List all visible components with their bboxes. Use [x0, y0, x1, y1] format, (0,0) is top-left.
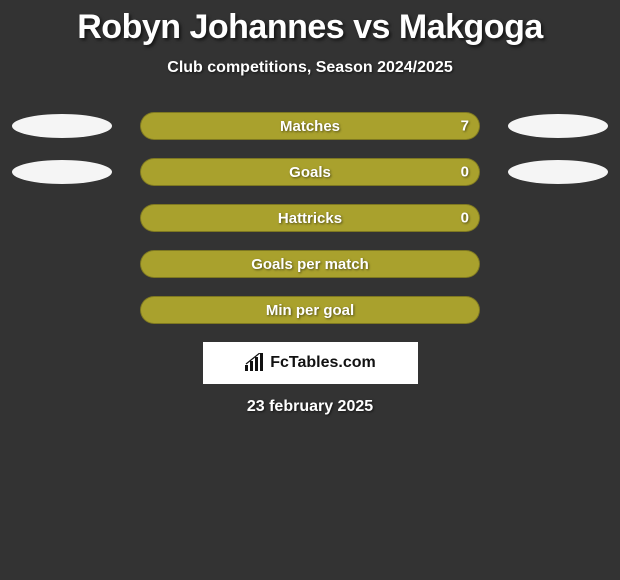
left-ellipse — [12, 114, 112, 138]
right-ellipse — [508, 160, 608, 184]
stat-row-goals-per-match: Goals per match — [0, 250, 620, 278]
stats-list: Matches 7 Goals 0 Hattricks 0 Goals — [0, 112, 620, 324]
stat-bar: Goals per match — [140, 250, 480, 278]
stat-bar: Matches 7 — [140, 112, 480, 140]
stat-row-matches: Matches 7 — [0, 112, 620, 140]
stat-bar: Goals 0 — [140, 158, 480, 186]
left-ellipse — [12, 160, 112, 184]
brand-text: FcTables.com — [270, 354, 376, 372]
stat-label: Hattricks — [278, 210, 342, 227]
page-title: Robyn Johannes vs Makgoga — [0, 8, 620, 47]
footer-date: 23 february 2025 — [0, 398, 620, 416]
stat-label: Matches — [280, 118, 340, 135]
right-ellipse — [508, 114, 608, 138]
brand-badge: FcTables.com — [203, 342, 418, 384]
stat-label: Goals — [289, 164, 331, 181]
stat-row-min-per-goal: Min per goal — [0, 296, 620, 324]
stat-bar: Min per goal — [140, 296, 480, 324]
stat-label: Goals per match — [251, 256, 369, 273]
stat-bar: Hattricks 0 — [140, 204, 480, 232]
stats-infographic: Robyn Johannes vs Makgoga Club competiti… — [0, 0, 620, 416]
stat-value-right: 7 — [461, 118, 469, 135]
chart-icon — [244, 353, 266, 373]
stat-value-right: 0 — [461, 164, 469, 181]
stat-row-hattricks: Hattricks 0 — [0, 204, 620, 232]
stat-label: Min per goal — [266, 302, 354, 319]
page-subtitle: Club competitions, Season 2024/2025 — [0, 59, 620, 77]
stat-value-right: 0 — [461, 210, 469, 227]
stat-row-goals: Goals 0 — [0, 158, 620, 186]
